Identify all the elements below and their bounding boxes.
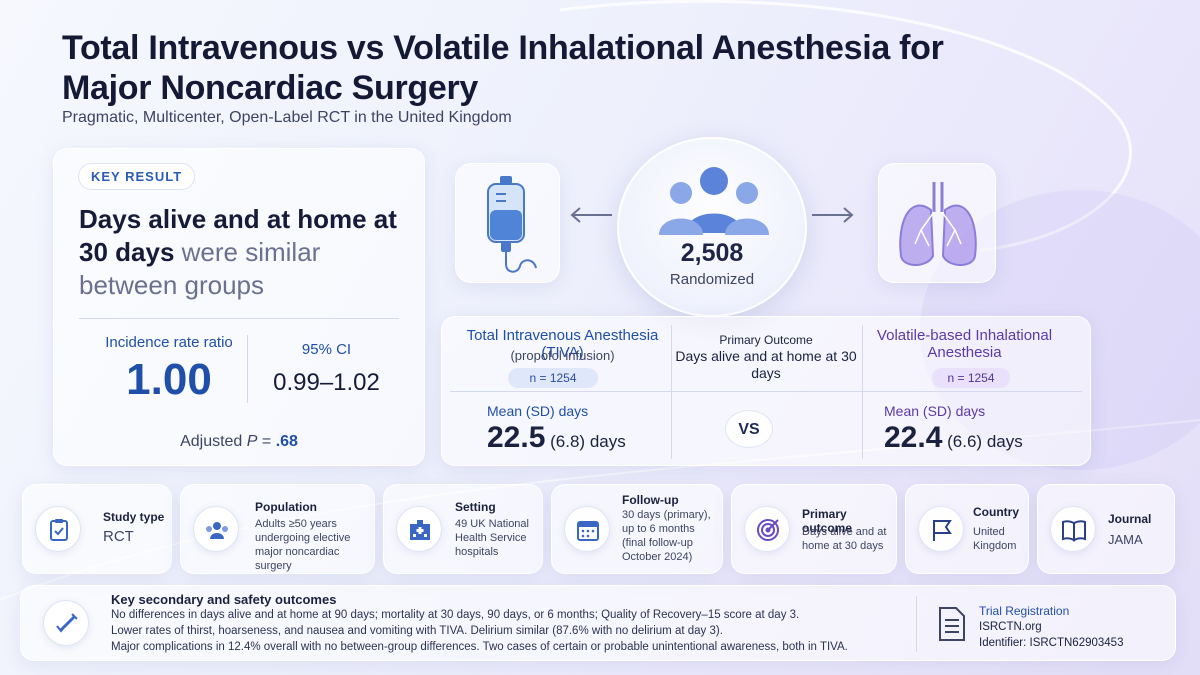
divider xyxy=(79,318,399,319)
ci-label: 95% CI xyxy=(301,341,352,358)
card-label: Country xyxy=(973,505,1019,519)
arrow-left-icon xyxy=(570,207,612,223)
headline-rest: were similar between groups xyxy=(79,237,321,300)
card-label: Study type xyxy=(103,510,165,524)
ci-value: 0.99–1.02 xyxy=(273,369,380,396)
card-study-type: Study type RCT xyxy=(22,484,172,574)
card-value: RCT xyxy=(103,528,134,545)
page-title: Total Intravenous vs Volatile Inhalation… xyxy=(62,29,944,107)
hospital-icon xyxy=(396,506,442,552)
key-result-badge: KEY RESULT xyxy=(78,163,196,190)
secondary-line: Major complications in 12.4% overall wit… xyxy=(111,641,848,653)
key-result-headline: Days alive and at home at 30 days were s… xyxy=(79,203,409,302)
iv-bag-tile xyxy=(455,163,560,283)
card-label: Setting xyxy=(455,500,496,514)
p-prefix: Adjusted xyxy=(180,433,247,450)
card-label: Journal xyxy=(1108,512,1152,526)
volatile-title: Volatile-based Inhalational Anesthesia xyxy=(876,327,1053,361)
lungs-tile xyxy=(878,163,996,283)
tiva-mean: 22.5 xyxy=(487,421,546,454)
randomized-circle xyxy=(617,137,807,317)
headline-bold: Days alive and at home at 30 days xyxy=(79,204,397,267)
divider xyxy=(671,325,672,459)
document-icon xyxy=(939,607,965,641)
p-value: .68 xyxy=(275,433,298,450)
primary-outcome-value: Days alive and at home at 30 days xyxy=(675,348,857,381)
card-value: United Kingdom xyxy=(973,526,1017,552)
card-value: Days alive and at home at 30 days xyxy=(802,526,887,552)
card-label: Primary outcome xyxy=(802,507,853,535)
syringe-check-icon xyxy=(43,600,89,646)
divider xyxy=(916,596,917,652)
randomized-label: Randomized xyxy=(669,271,755,288)
target-icon xyxy=(744,506,790,552)
tiva-mean-label: Mean (SD) days xyxy=(487,403,589,419)
volatile-unit: days xyxy=(986,432,1023,451)
card-setting: Setting 49 UK National Health Service ho… xyxy=(383,484,543,574)
secondary-outcomes-panel: Key secondary and safety outcomes No dif… xyxy=(20,585,1176,661)
secondary-title: Key secondary and safety outcomes xyxy=(111,592,337,607)
registration-site[interactable]: ISRCTN.org xyxy=(979,621,1042,633)
volatile-mean-value: 22.4 (6.6) days xyxy=(884,421,1023,455)
card-country: Country United Kingdom xyxy=(905,484,1029,574)
divider xyxy=(862,325,863,459)
page-subtitle: Pragmatic, Multicenter, Open-Label RCT i… xyxy=(62,109,512,126)
tiva-n-badge: n = 1254 xyxy=(508,368,598,388)
lungs-icon xyxy=(899,182,977,266)
p-value-line: Adjusted P = .68 xyxy=(79,433,399,451)
card-value: 30 days (primary), up to 6 months (final… xyxy=(622,509,711,563)
registration-identifier: Identifier: ISRCTN62903453 xyxy=(979,637,1124,649)
people-group-icon xyxy=(193,506,239,552)
registration-title: Trial Registration xyxy=(979,604,1070,618)
iv-bag-icon xyxy=(487,176,537,273)
card-value: 49 UK National Health Service hospitals xyxy=(455,518,529,558)
irr-label: Incidence rate ratio xyxy=(105,334,233,351)
tiva-subtitle: (propofol infusion) xyxy=(510,348,615,363)
divider xyxy=(247,335,248,403)
tiva-mean-value: 22.5 (6.8) days xyxy=(487,421,626,455)
card-value: Adults ≥50 years undergoing elective maj… xyxy=(255,518,351,572)
card-label: Follow-up xyxy=(622,493,679,507)
tiva-title: Total Intravenous Anesthesia (TIVA) xyxy=(466,327,659,361)
comparison-panel: Total Intravenous Anesthesia (TIVA) (pro… xyxy=(441,316,1091,466)
card-label: Population xyxy=(255,500,317,514)
calendar-icon xyxy=(564,506,610,552)
volatile-n-badge: n = 1254 xyxy=(932,368,1010,388)
irr-value: 1.00 xyxy=(126,355,212,404)
arrow-right-icon xyxy=(812,207,854,223)
divider xyxy=(450,391,1082,392)
volatile-mean-label: Mean (SD) days xyxy=(884,403,986,419)
card-primary-outcome: Primary outcome Days alive and at home a… xyxy=(731,484,897,574)
tiva-unit: days xyxy=(589,432,626,451)
people-group-icon xyxy=(659,167,769,235)
secondary-line: Lower rates of thirst, hoarseness, and n… xyxy=(111,625,723,637)
volatile-mean: 22.4 xyxy=(884,421,943,454)
p-symbol: P xyxy=(246,433,258,450)
card-population: Population Adults ≥50 years undergoing e… xyxy=(180,484,375,574)
vs-badge: VS xyxy=(725,410,773,448)
card-value: JAMA xyxy=(1108,532,1143,547)
book-icon xyxy=(1050,506,1096,552)
p-eq: = xyxy=(257,433,276,450)
card-follow-up: Follow-up 30 days (primary), up to 6 mon… xyxy=(551,484,723,574)
volatile-sd: (6.6) xyxy=(947,432,983,451)
secondary-line: No differences in days alive and at home… xyxy=(111,609,800,621)
card-journal: Journal JAMA xyxy=(1037,484,1175,574)
flag-icon xyxy=(918,506,964,552)
tiva-sd: (6.8) xyxy=(550,432,586,451)
clipboard-check-icon xyxy=(35,506,81,552)
primary-outcome-label: Primary Outcome xyxy=(719,333,813,347)
key-result-panel: KEY RESULT Days alive and at home at 30 … xyxy=(53,148,425,466)
randomized-count: 2,508 xyxy=(680,239,744,267)
